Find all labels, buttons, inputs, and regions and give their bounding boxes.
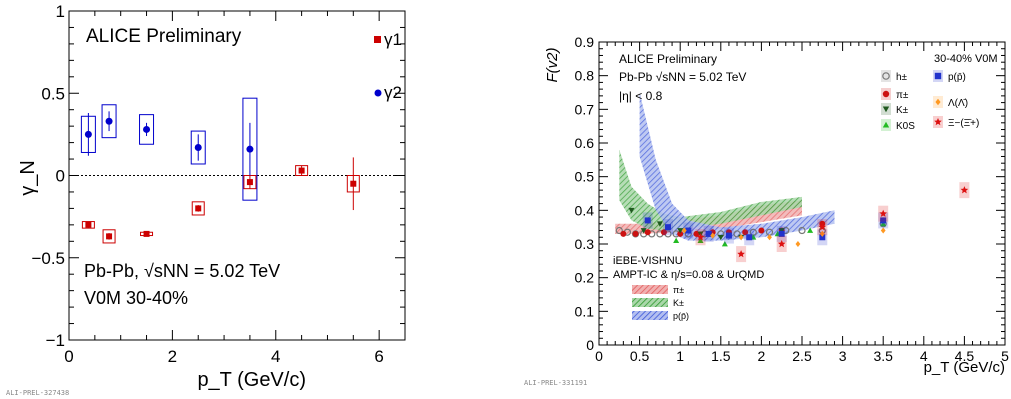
gamma2-point bbox=[85, 131, 92, 138]
proton-point bbox=[645, 217, 651, 223]
legend-label-gamma1: γ1 bbox=[384, 30, 402, 49]
y-tick-label: −1 bbox=[46, 331, 65, 350]
y-tick-label: 0.8 bbox=[575, 68, 595, 84]
annotation-centrality: V0M 30-40% bbox=[84, 288, 188, 308]
gamma2-point bbox=[143, 126, 150, 133]
y-tick-label: 0 bbox=[586, 337, 594, 353]
gamma2-point bbox=[106, 118, 113, 125]
y-tick-label: 1 bbox=[56, 2, 65, 21]
proton-point bbox=[726, 233, 732, 239]
legend-label-hadron: h± bbox=[896, 72, 908, 83]
annotation-centrality: 30-40% V0M bbox=[934, 53, 998, 65]
x-tick-label: 0 bbox=[595, 348, 603, 364]
legend-label-kaon: K± bbox=[896, 105, 909, 116]
x-tick-label: 3.5 bbox=[873, 348, 893, 364]
y-tick-label: 0.9 bbox=[575, 34, 595, 50]
legend-label-xi: Ξ−(Ξ̄+) bbox=[948, 118, 979, 129]
watermark: ALI-PREL-327438 bbox=[6, 389, 69, 397]
proton-point bbox=[746, 234, 752, 240]
gamma1-point bbox=[106, 233, 112, 239]
model-legend-label-pion: π± bbox=[673, 285, 684, 295]
chart-title: ALICE Preliminary bbox=[619, 52, 717, 66]
y-tick-label: 0.5 bbox=[575, 169, 595, 185]
y-tick-label: 0.3 bbox=[575, 236, 595, 252]
watermark: ALI-PREL-331191 bbox=[524, 379, 587, 387]
legend-label-pion: π± bbox=[896, 90, 909, 101]
pion-point bbox=[645, 229, 651, 235]
legend-label-gamma2: γ2 bbox=[384, 83, 402, 102]
x-tick-label: 3 bbox=[839, 348, 847, 364]
x-tick-label: 1.5 bbox=[711, 348, 731, 364]
model-legend-swatch-proton bbox=[632, 311, 668, 320]
pion-point bbox=[633, 231, 639, 237]
y-axis-label: γ_N bbox=[17, 160, 39, 196]
model-legend-label-kaon: K± bbox=[673, 298, 684, 308]
legend-marker-pion bbox=[883, 91, 889, 97]
x-tick-label: 2 bbox=[168, 347, 177, 366]
x-tick-label: 0 bbox=[64, 347, 73, 366]
legend: γ1 γ2 bbox=[374, 30, 402, 102]
x-axis-label: p_T (GeV/c) bbox=[924, 359, 1005, 376]
annotation-system: Pb-Pb √sNN = 5.02 TeV bbox=[619, 70, 746, 84]
y-tick-label: 0 bbox=[56, 167, 65, 186]
y-tick-label: 0.4 bbox=[575, 202, 595, 218]
y-tick-label: 0.7 bbox=[575, 101, 595, 117]
x-tick-label: 6 bbox=[374, 347, 383, 366]
annotation-eta: |η| < 0.8 bbox=[619, 89, 663, 103]
legend-marker-gamma1 bbox=[374, 36, 381, 43]
x-tick-label: 4 bbox=[271, 347, 280, 366]
y-tick-label: 0.1 bbox=[575, 303, 595, 319]
gamma2-point bbox=[195, 144, 202, 151]
legend-marker-gamma2 bbox=[375, 90, 382, 97]
model-legend-label-proton: p(p̄) bbox=[673, 311, 689, 321]
legend-marker-proton bbox=[935, 73, 941, 79]
x-axis-label: p_T (GeV/c) bbox=[197, 369, 306, 391]
legend: h± π± K± K0S p(p̄) Λ(Λ̄) Ξ−(Ξ̄+) bbox=[881, 70, 979, 132]
model-legend-swatch-pion bbox=[632, 285, 668, 294]
legend-label-lambda: Λ(Λ̄) bbox=[948, 98, 968, 109]
gamma1-point bbox=[350, 181, 356, 187]
gamma1-point bbox=[247, 179, 253, 185]
y-tick-label: −0.5 bbox=[31, 249, 65, 268]
model-name: iEBE-VISHNU bbox=[613, 255, 683, 267]
gamma-n-chart: 0 2 4 6 −1 −0.5 0 0.5 1 ALICE Preliminary Pb-Pb,… bbox=[6, 2, 405, 397]
legend-label-proton: p(p̄) bbox=[948, 72, 966, 83]
lambda-point bbox=[796, 241, 801, 247]
model-legend-swatch-kaon bbox=[632, 298, 668, 307]
x-tick-label: 0.5 bbox=[630, 348, 650, 364]
gamma1-point bbox=[195, 205, 201, 211]
chart-title: ALICE Preliminary bbox=[86, 26, 242, 47]
model-legend: π± K± p(p̄) bbox=[632, 285, 689, 321]
fv2-chart: 0 0.5 1 1.5 2 2.5 3 3.5 4 4.5 500.10.20.30.40.50.6… bbox=[524, 34, 1009, 387]
gamma1-point bbox=[144, 231, 150, 237]
legend-label-k0s: K0S bbox=[896, 121, 915, 132]
x-tick-label: 1 bbox=[676, 348, 684, 364]
x-tick-label: 2.5 bbox=[792, 348, 812, 364]
x-tick-label: 2 bbox=[758, 348, 766, 364]
model-description: AMPT-IC & η/s=0.08 & UrQMD bbox=[613, 269, 764, 281]
pion-point bbox=[758, 228, 764, 234]
proton-point bbox=[665, 224, 671, 230]
gamma2-point bbox=[246, 146, 253, 153]
y-axis-label: F(v2) bbox=[544, 48, 561, 83]
gamma1-point bbox=[85, 222, 91, 228]
pion-point bbox=[620, 231, 626, 237]
annotation-system: Pb-Pb, √sNN = 5.02 TeV bbox=[84, 261, 280, 281]
k0s-point bbox=[673, 238, 679, 243]
y-tick-label: 0.6 bbox=[575, 135, 595, 151]
y-tick-label: 0.2 bbox=[575, 270, 595, 286]
y-tick-label: 0.5 bbox=[41, 84, 65, 103]
gamma1-point bbox=[299, 168, 305, 174]
